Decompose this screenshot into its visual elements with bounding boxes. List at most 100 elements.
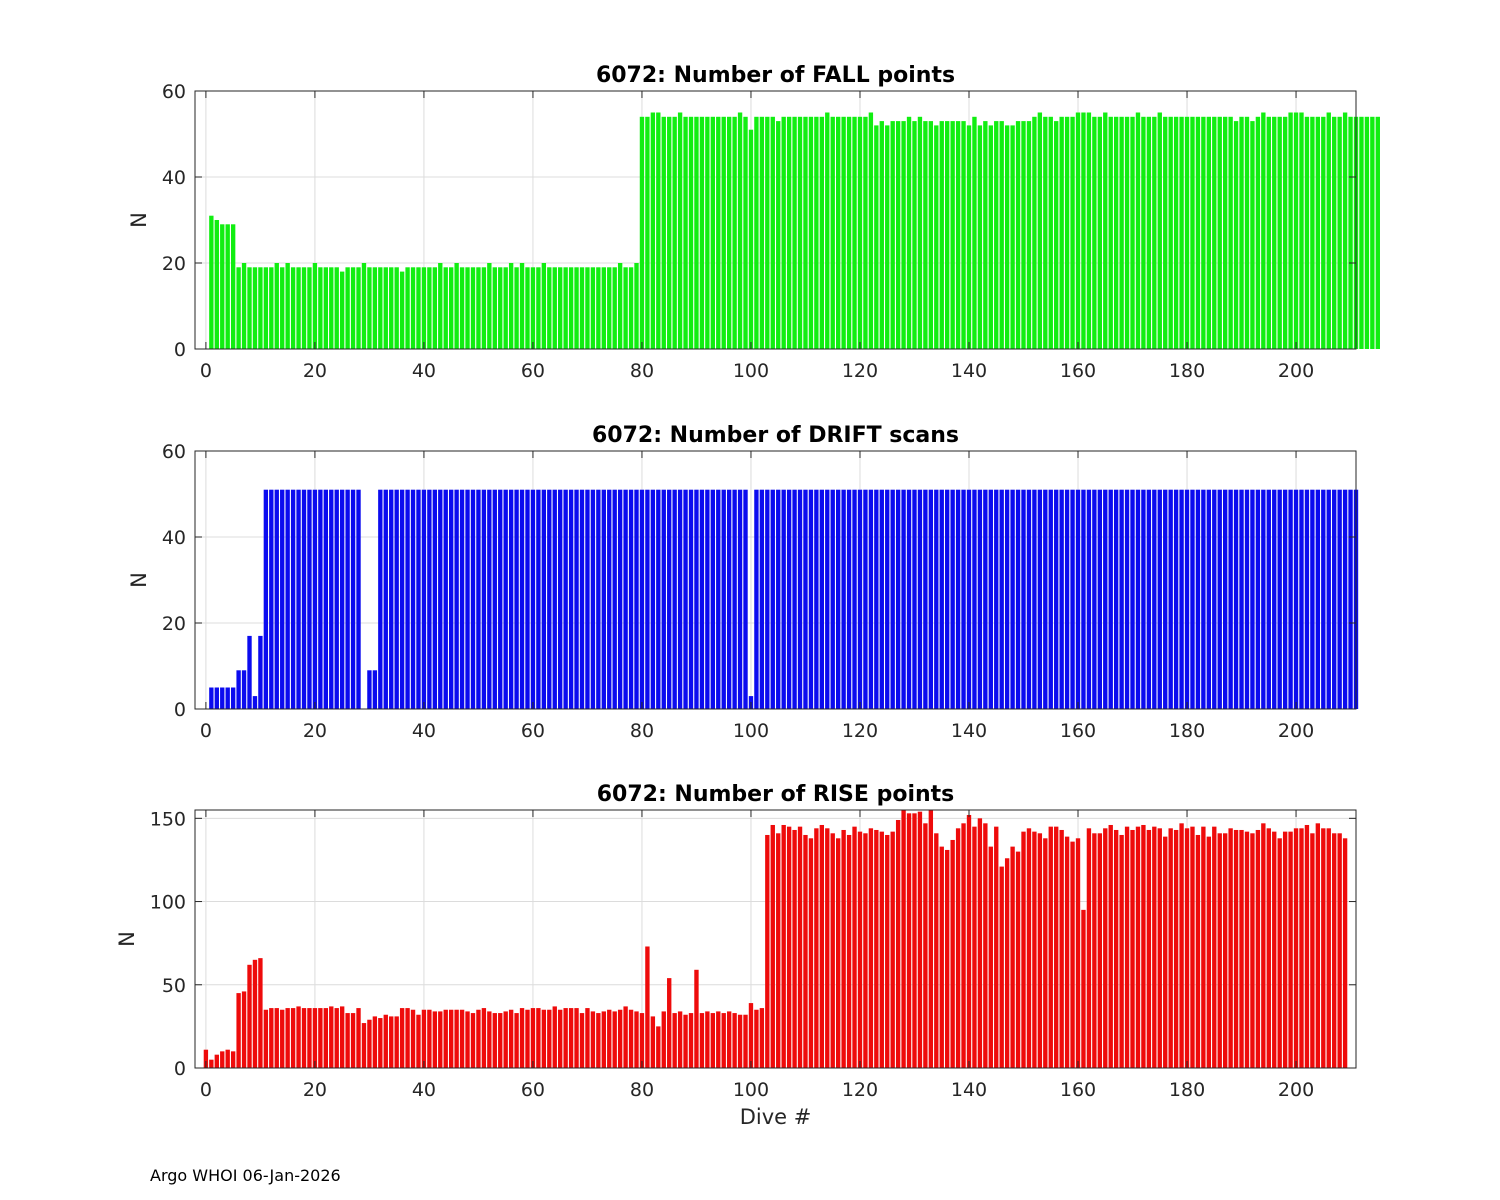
bar [705,1011,710,1068]
bar [1321,489,1326,709]
bar [465,267,470,349]
bar [274,263,279,349]
bar [356,489,361,709]
bar [1081,112,1086,349]
bar [677,1011,683,1068]
bar [1004,858,1010,1068]
bar [258,267,263,349]
bar [601,267,606,349]
bar [988,125,993,350]
bar [934,833,939,1068]
bar [443,1009,448,1068]
bar [410,489,416,709]
bar [885,125,890,350]
bar [879,121,884,349]
x-tick-label: 0 [200,1079,212,1101]
bar [1168,828,1173,1068]
bar [721,116,726,349]
bar [825,489,830,709]
bar [639,116,645,349]
y-tick-label: 60 [162,441,186,463]
bar [1026,121,1032,349]
bar [568,267,574,349]
bar [421,267,427,349]
bar [1277,838,1282,1068]
y-tick-label: 20 [162,253,186,275]
bar [1375,116,1380,349]
bar [585,489,590,709]
bar [754,489,759,709]
bar [797,826,803,1068]
bar [1228,489,1233,709]
bar [726,1011,732,1068]
bar [225,1049,230,1068]
bar [1348,489,1353,709]
x-tick-label: 140 [951,720,987,742]
bar [961,121,966,349]
x-tick-label: 160 [1060,1079,1096,1101]
bar [923,121,928,349]
bar [1299,828,1304,1068]
bar [617,1009,623,1068]
bar [476,489,481,709]
bar [263,267,269,349]
bar [454,489,459,709]
bar [247,635,252,709]
bar [356,1008,361,1068]
chart-title: 6072: Number of FALL points [596,63,955,88]
bar [1326,489,1331,709]
bar [378,267,383,349]
bar [1195,489,1201,709]
bar [1272,116,1277,349]
bar [519,489,525,709]
bar [334,489,339,709]
bar [394,489,399,709]
bar [1103,112,1108,349]
bar [906,489,912,709]
bar [247,964,252,1068]
bar [209,215,214,349]
bar [607,267,612,349]
bar [312,1008,318,1068]
bar [639,489,645,709]
bar [1157,489,1162,709]
bar [307,267,312,349]
bar [214,220,219,349]
bar [1064,116,1070,349]
bar [1304,824,1310,1068]
bar [934,125,939,350]
bar [492,267,497,349]
bar [776,489,781,709]
bar [1141,116,1146,349]
bar [1212,116,1217,349]
bar [677,112,683,349]
bar [432,267,438,349]
bar [994,489,999,709]
bar [416,1014,421,1068]
bar [1119,489,1124,709]
bar [710,1013,715,1068]
x-tick-label: 180 [1169,1079,1205,1101]
bar [563,1008,568,1068]
bar [574,1008,579,1068]
bar [383,1014,388,1068]
bar [339,1006,345,1068]
bar [890,121,895,349]
bar [263,1009,269,1068]
bar [1332,833,1337,1068]
bar [628,267,634,349]
bar [617,263,623,349]
bar [868,489,874,709]
bar [1255,829,1261,1068]
bar [765,834,770,1068]
bar [939,121,944,349]
bar [917,116,923,349]
bar [1332,116,1337,349]
bar [536,267,541,349]
bar [705,116,710,349]
bar [269,1008,274,1068]
bar [269,489,274,709]
bar [339,271,345,349]
bar [1190,116,1195,349]
bar [459,267,465,349]
